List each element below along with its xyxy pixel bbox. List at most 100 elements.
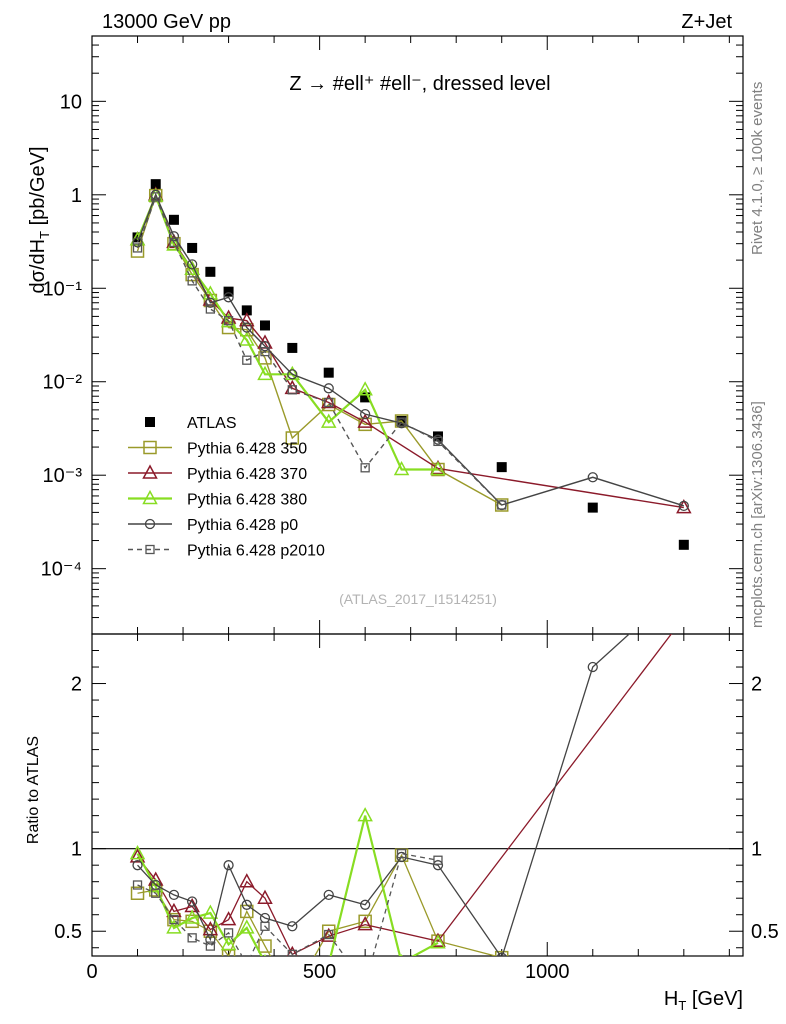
main-plot-area bbox=[129, 179, 692, 550]
ratio-data-point bbox=[287, 921, 298, 932]
data-point bbox=[430, 460, 446, 476]
ratio-y-tick-label: 0.5 bbox=[54, 921, 82, 943]
ratio-series-pythia-6-428-370 bbox=[129, 610, 690, 956]
data-point bbox=[359, 408, 371, 420]
y-tick-label: 10⁻³ bbox=[43, 465, 83, 487]
main-panel: Z → #ell⁺ #ell⁻, dressed level dσ/dHT [p… bbox=[27, 35, 744, 635]
data-point bbox=[259, 341, 271, 352]
main-series-group bbox=[129, 179, 692, 550]
ratio-series-pythia-6-428-p0 bbox=[132, 580, 688, 956]
ratio-data-point bbox=[677, 610, 690, 622]
data-point bbox=[393, 460, 410, 476]
ratio-plot-area bbox=[129, 580, 690, 988]
ratio-y-tick-label: 1 bbox=[71, 839, 82, 861]
ratio-data-point bbox=[239, 873, 255, 888]
ratio-data-point bbox=[258, 939, 272, 953]
ratio-data-point bbox=[320, 927, 337, 942]
data-point bbox=[324, 397, 334, 408]
ratio-data-point bbox=[129, 845, 146, 860]
ratio-data-point bbox=[361, 980, 369, 988]
ratio-data-point bbox=[263, 954, 267, 956]
ratio-data-point bbox=[166, 919, 182, 934]
y-axis-label: dσ/dHT [pb/GeV] bbox=[27, 146, 52, 293]
ratio-data-point bbox=[239, 919, 255, 934]
legend-label: Pythia 6.428 p0 bbox=[187, 517, 298, 534]
data-point bbox=[187, 259, 198, 270]
data-point bbox=[132, 243, 143, 253]
ratio-data-point bbox=[357, 807, 373, 822]
data-point bbox=[187, 242, 198, 253]
ratio-data-point bbox=[396, 848, 407, 859]
data-point bbox=[432, 431, 443, 442]
legend: ATLAS Pythia 6.428 350 Pythia 6.428 370 Pyt… bbox=[128, 415, 325, 560]
data-point bbox=[257, 365, 273, 381]
ratio-data-point bbox=[220, 911, 237, 926]
data-point bbox=[496, 462, 507, 473]
header-right-label: Z+Jet bbox=[681, 11, 732, 33]
data-point bbox=[239, 312, 255, 327]
ratio-data-point bbox=[166, 902, 182, 918]
ratio-data-point bbox=[357, 916, 373, 931]
ratio-data-point bbox=[169, 915, 179, 925]
ratio-panel-frame bbox=[91, 633, 744, 957]
legend-label: Pythia 6.428 370 bbox=[187, 466, 307, 483]
ratio-data-point bbox=[187, 933, 197, 943]
ratio-data-point bbox=[184, 909, 200, 924]
data-point bbox=[287, 342, 298, 353]
data-point bbox=[220, 313, 237, 328]
ratio-y-axis-label: Ratio to ATLAS bbox=[25, 736, 42, 844]
data-point bbox=[205, 304, 216, 314]
legend-label: Pythia 6.428 350 bbox=[187, 441, 307, 458]
ratio-data-point bbox=[679, 580, 688, 589]
y-tick-label: 1 bbox=[71, 185, 82, 207]
data-point bbox=[433, 436, 443, 447]
ratio-y-tick-label-right: 2 bbox=[751, 674, 762, 696]
ratio-series-pythia-6-428-380 bbox=[129, 807, 446, 956]
data-point bbox=[223, 292, 234, 303]
series-line bbox=[136, 192, 684, 509]
data-point bbox=[320, 413, 337, 428]
ratio-series-group bbox=[129, 580, 690, 988]
data-point bbox=[205, 266, 216, 277]
y-tick-label: 10⁻⁴ bbox=[41, 559, 82, 581]
data-point bbox=[357, 413, 373, 428]
data-point bbox=[187, 276, 197, 286]
ratio-data-point bbox=[168, 889, 180, 901]
data-point bbox=[259, 320, 270, 331]
ratio-data-point bbox=[147, 878, 164, 893]
data-point bbox=[396, 417, 407, 427]
data-point bbox=[260, 346, 270, 357]
ratio-data-point bbox=[243, 960, 251, 968]
data-point bbox=[587, 502, 598, 513]
ratio-y-tick-label-right: 1 bbox=[751, 839, 762, 861]
ratio-data-point bbox=[132, 880, 143, 890]
data-point bbox=[678, 500, 689, 511]
ratio-series-pythia-6-428-p2010 bbox=[132, 848, 443, 988]
ratio-data-point bbox=[432, 860, 444, 871]
data-point bbox=[360, 392, 371, 403]
data-point bbox=[494, 498, 509, 512]
legend-label: Pythia 6.428 p2010 bbox=[187, 543, 325, 560]
data-point bbox=[323, 367, 334, 378]
ratio-data-point bbox=[286, 945, 298, 956]
ratio-data-point bbox=[205, 941, 216, 951]
data-point bbox=[287, 369, 298, 380]
ratio-data-point bbox=[359, 899, 371, 910]
ratio-ticks: 0.5 0.5 1 1 2 2 0 500 1000 bbox=[54, 634, 779, 983]
ratio-data-point bbox=[400, 954, 403, 956]
series-line bbox=[136, 193, 438, 471]
data-point bbox=[497, 500, 507, 510]
ratio-data-point bbox=[220, 935, 237, 951]
ratio-data-point bbox=[324, 929, 334, 940]
ratio-data-point bbox=[260, 921, 270, 931]
ratio-data-point bbox=[187, 896, 198, 907]
data-point bbox=[166, 236, 182, 251]
rivet-version-label: Rivet 4.1.0, ≥ 100k events bbox=[749, 82, 766, 255]
data-point bbox=[676, 499, 692, 514]
data-point bbox=[240, 322, 254, 337]
data-point bbox=[223, 316, 234, 326]
header-left-label: 13000 GeV pp bbox=[102, 11, 231, 33]
main-y-ticks: 10⁻⁴ 10⁻³ 10⁻² 10⁻¹ 1 10 bbox=[41, 35, 743, 635]
mcplots-label: mcplots.cern.ch [arXiv:1306.3436] bbox=[749, 401, 766, 628]
